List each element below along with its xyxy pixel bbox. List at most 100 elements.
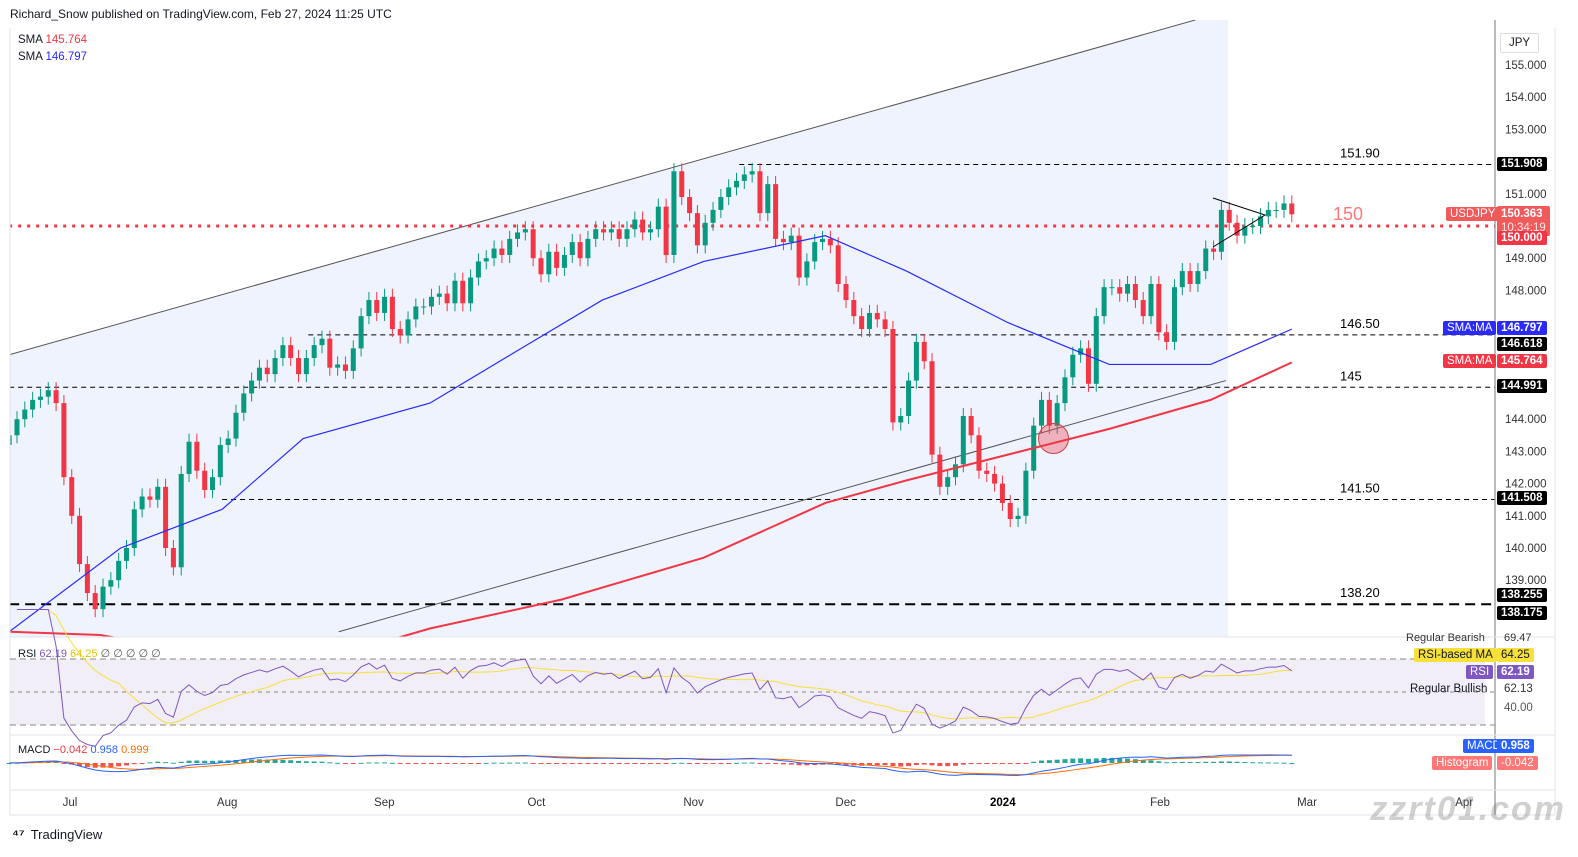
macd-histogram-bar <box>202 760 208 763</box>
macd-histogram-bar <box>210 760 216 763</box>
macd-histogram-bar <box>507 762 513 764</box>
candle <box>1289 203 1295 215</box>
macd-histogram-bar <box>163 762 169 764</box>
watermark: zzrt01.com <box>1370 790 1566 828</box>
brand-name: TradingView <box>30 826 103 842</box>
candle <box>538 258 544 275</box>
candle <box>1078 348 1084 355</box>
macd-histogram-bar <box>1250 762 1256 764</box>
sma-value: 145.764 <box>45 34 88 46</box>
candle <box>554 251 560 268</box>
candle <box>131 509 137 548</box>
macd-tag: MACD <box>1463 739 1505 753</box>
macd-histogram-bar <box>710 763 716 764</box>
candle <box>530 229 536 259</box>
candle <box>1226 209 1232 223</box>
candle <box>882 319 888 330</box>
candle <box>1109 287 1115 289</box>
candle <box>100 586 106 610</box>
time-tick: Aug <box>217 797 237 809</box>
rsi-legend: RSI 62.19 64.25 ∅ ∅ ∅ ∅ ∅ <box>18 647 161 660</box>
macd-histogram-bar <box>296 760 302 763</box>
candle <box>1070 354 1076 378</box>
candle <box>45 390 51 397</box>
macd-histogram-bar <box>741 762 747 764</box>
channel-lower-line <box>338 380 1227 633</box>
candle <box>155 486 161 500</box>
price-tick: 148.000 <box>1505 285 1547 297</box>
candle <box>288 345 294 359</box>
candle <box>937 454 943 487</box>
macd-signal-value: 0.999 <box>121 744 149 756</box>
axis-price-label: 141.508 <box>1497 491 1547 506</box>
time-tick: 2024 <box>990 797 1016 809</box>
macd-histogram-bar <box>1039 760 1045 763</box>
macd-histogram-bar <box>757 763 763 764</box>
macd-histogram-bar <box>796 763 802 766</box>
macd-histogram-bar <box>1148 760 1154 763</box>
candle <box>444 293 450 304</box>
candle <box>632 219 638 230</box>
price-tick: 140.000 <box>1505 543 1547 555</box>
macd-histogram-bar <box>77 763 83 766</box>
macd-histogram-bar <box>780 763 786 765</box>
candle <box>647 229 653 233</box>
candle <box>851 300 857 317</box>
candle <box>147 496 153 500</box>
macd-histogram-bar <box>272 759 278 763</box>
sma-red-line <box>10 361 1293 637</box>
candle <box>906 380 912 416</box>
macd-histogram-bar <box>374 762 380 764</box>
axis-price-label: 138.255 <box>1497 588 1547 603</box>
rsi-bull-tag: Regular Bullish <box>1410 683 1488 695</box>
macd-histogram-bar <box>123 763 129 766</box>
price-tick: 149.000 <box>1505 253 1547 265</box>
macd-histogram-bar <box>773 763 779 764</box>
candle <box>1132 283 1138 301</box>
macd-histogram-bar <box>687 763 693 764</box>
candle <box>225 438 231 445</box>
candle <box>546 251 552 275</box>
macd-histogram-bar <box>952 763 958 766</box>
candle <box>108 580 114 587</box>
legend-sma-1: SMA 145.764 <box>18 34 87 46</box>
candle <box>303 358 309 375</box>
candle <box>749 171 755 175</box>
candle <box>796 235 802 278</box>
candle <box>202 470 208 491</box>
macd-histogram-bar <box>718 763 724 764</box>
rsi-bear-tag: Regular Bearish <box>1406 632 1485 644</box>
histogram-axis: -0.042 <box>1497 756 1538 770</box>
price-tick: 155.000 <box>1505 60 1547 72</box>
macd-histogram-bar <box>749 762 755 764</box>
rsi-tag: RSI <box>1466 665 1494 679</box>
macd-axis: 0.958 <box>1497 739 1534 753</box>
candle <box>163 486 169 548</box>
macd-histogram-bar <box>1070 758 1076 763</box>
candle <box>1117 287 1123 294</box>
macd-histogram-bar <box>890 763 896 767</box>
macd-histogram-bar <box>241 759 247 763</box>
axis-price-label: 145.764 <box>1497 354 1547 369</box>
candle <box>84 564 90 594</box>
macd-histogram-bar <box>1062 759 1068 763</box>
macd-histogram-bar <box>1226 761 1232 763</box>
candle <box>1242 226 1248 236</box>
candle <box>1085 348 1091 384</box>
macd-histogram-bar <box>186 760 192 763</box>
macd-value: 0.958 <box>90 744 118 756</box>
price-tick: 153.000 <box>1505 124 1547 136</box>
candle <box>624 229 630 239</box>
macd-histogram-bar <box>84 763 90 768</box>
macd-histogram-bar <box>155 761 161 763</box>
rsi-bull-value: 62.13 <box>1504 683 1533 695</box>
candle <box>1015 515 1021 520</box>
macd-histogram-bar <box>6 763 12 764</box>
macd-histogram-bar <box>468 763 474 764</box>
axis-tag-label: SMA:MA <box>1443 354 1497 369</box>
candle <box>804 261 810 278</box>
candle <box>1054 403 1060 426</box>
currency-button[interactable]: JPY <box>1500 33 1540 53</box>
tradingview-footer[interactable]: ⁴⁷ TradingView <box>12 826 102 842</box>
